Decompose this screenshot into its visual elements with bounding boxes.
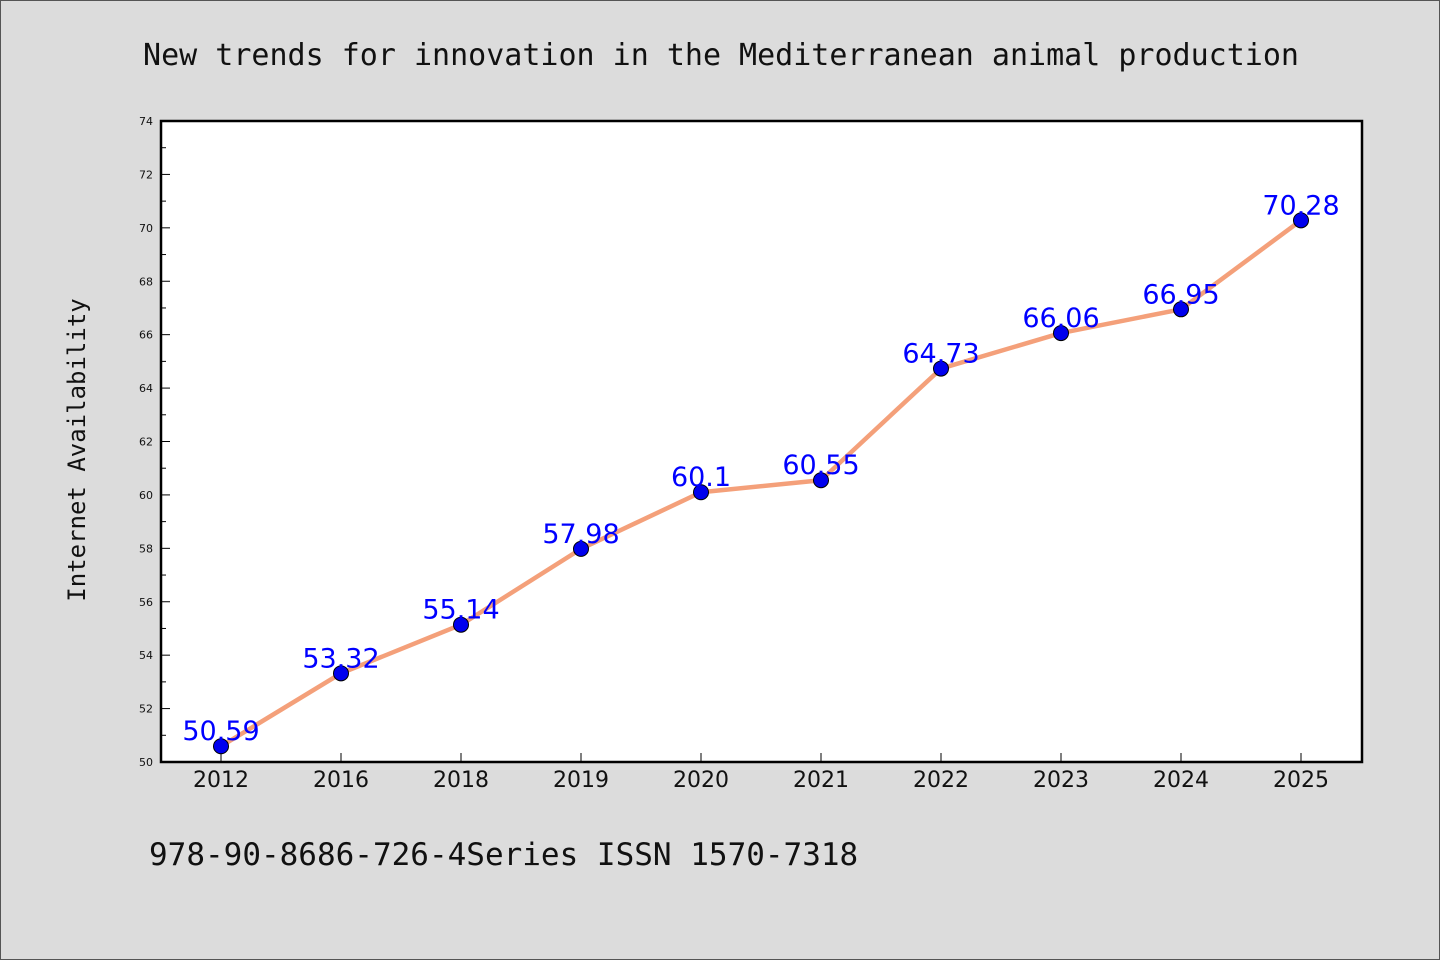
x-tick-label: 2022 [913, 768, 969, 793]
x-tick-label: 2025 [1273, 768, 1329, 793]
y-tick-label: 66 [139, 329, 153, 342]
data-point [1053, 325, 1069, 342]
data-label: 53.32 [302, 643, 379, 674]
y-tick-label: 72 [139, 168, 153, 181]
data-label: 66.06 [1022, 303, 1099, 334]
data-point [813, 472, 829, 489]
data-label: 66.95 [1142, 279, 1219, 310]
y-tick-label: 54 [139, 649, 153, 662]
data-point [1173, 301, 1189, 318]
series-group: 50.59 53.32 55.14 57.98 60.1 60.55 64.73 66.06 6… [182, 190, 1340, 755]
data-label: 64.73 [902, 339, 979, 370]
data-point [1293, 212, 1309, 229]
footer-text: 978-90-8686-726-4Series ISSN 1570-7318 [149, 837, 858, 873]
x-tick-label: 2018 [433, 768, 489, 793]
y-tick-label: 68 [139, 275, 153, 288]
plot-area [161, 121, 1362, 762]
y-tick-label: 64 [139, 382, 153, 395]
y-tick-label: 62 [139, 436, 153, 449]
data-point [573, 540, 589, 557]
y-tick-label: 50 [139, 756, 153, 769]
x-tick-label: 2012 [193, 768, 249, 793]
y-tick-label: 58 [139, 542, 153, 555]
chart-title: New trends for innovation in the Mediter… [143, 38, 1299, 73]
data-point [453, 616, 469, 633]
data-point [693, 484, 709, 501]
data-label: 60.1 [671, 462, 731, 493]
data-point [213, 738, 229, 755]
x-tick-label: 2020 [673, 768, 729, 793]
x-tick-label: 2024 [1153, 768, 1209, 793]
data-label: 50.59 [182, 716, 259, 747]
data-label: 70.28 [1262, 190, 1339, 221]
x-tick-label: 2021 [793, 768, 849, 793]
y-tick-label: 70 [139, 222, 153, 235]
data-point [933, 360, 949, 377]
y-tick-label: 56 [139, 596, 153, 609]
x-tick-label: 2023 [1033, 768, 1089, 793]
data-label: 60.55 [782, 450, 859, 481]
y-tick-label: 74 [139, 115, 153, 128]
x-tick-label: 2016 [313, 768, 369, 793]
y-tick-label: 60 [139, 489, 153, 502]
y-axis-label: Internet Availability [63, 298, 91, 601]
data-label: 57.98 [542, 519, 619, 550]
plot-frame [159, 119, 1364, 764]
y-axis: 50 52 54 56 58 60 62 64 66 68 70 72 74 [139, 115, 170, 769]
series-line [218, 218, 1304, 749]
data-point [333, 665, 349, 682]
x-axis: 2012 2016 2018 2019 2020 2021 2022 2023 2024 2025 [193, 753, 1329, 793]
data-label: 55.14 [422, 595, 499, 626]
y-tick-label: 52 [139, 703, 153, 716]
x-tick-label: 2019 [553, 768, 609, 793]
